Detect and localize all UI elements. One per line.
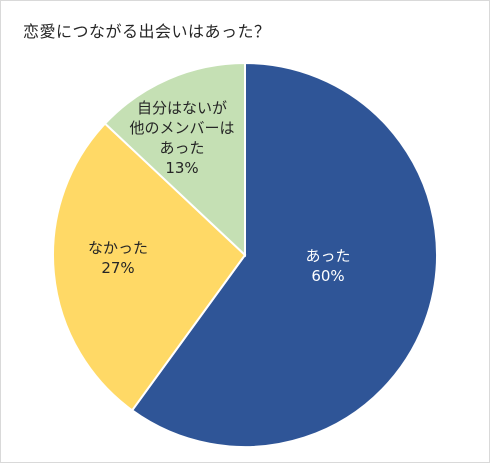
pie-slice-0: [130, 61, 438, 448]
pie-slice-2: [103, 61, 246, 258]
slice-label-line: あった: [305, 247, 350, 265]
slice-label-0: あった 60%: [305, 247, 350, 285]
slice-label-line: 13%: [165, 159, 198, 177]
slice-label-line: 他のメンバーは: [129, 119, 234, 137]
pie-slice-1: [52, 122, 247, 412]
slice-label-line: 27%: [101, 259, 134, 277]
slice-label-line: なかった: [88, 239, 148, 257]
slice-label-2: 自分はないが他のメンバーはあった 13%: [129, 99, 234, 177]
slice-label-1: なかった 27%: [88, 239, 148, 277]
slice-label-line: 60%: [311, 267, 344, 285]
slice-label-line: 自分はないが: [137, 99, 227, 117]
slice-label-line: あった: [159, 139, 204, 157]
chart-title: 恋愛につながる出会いはあった？: [23, 22, 271, 41]
